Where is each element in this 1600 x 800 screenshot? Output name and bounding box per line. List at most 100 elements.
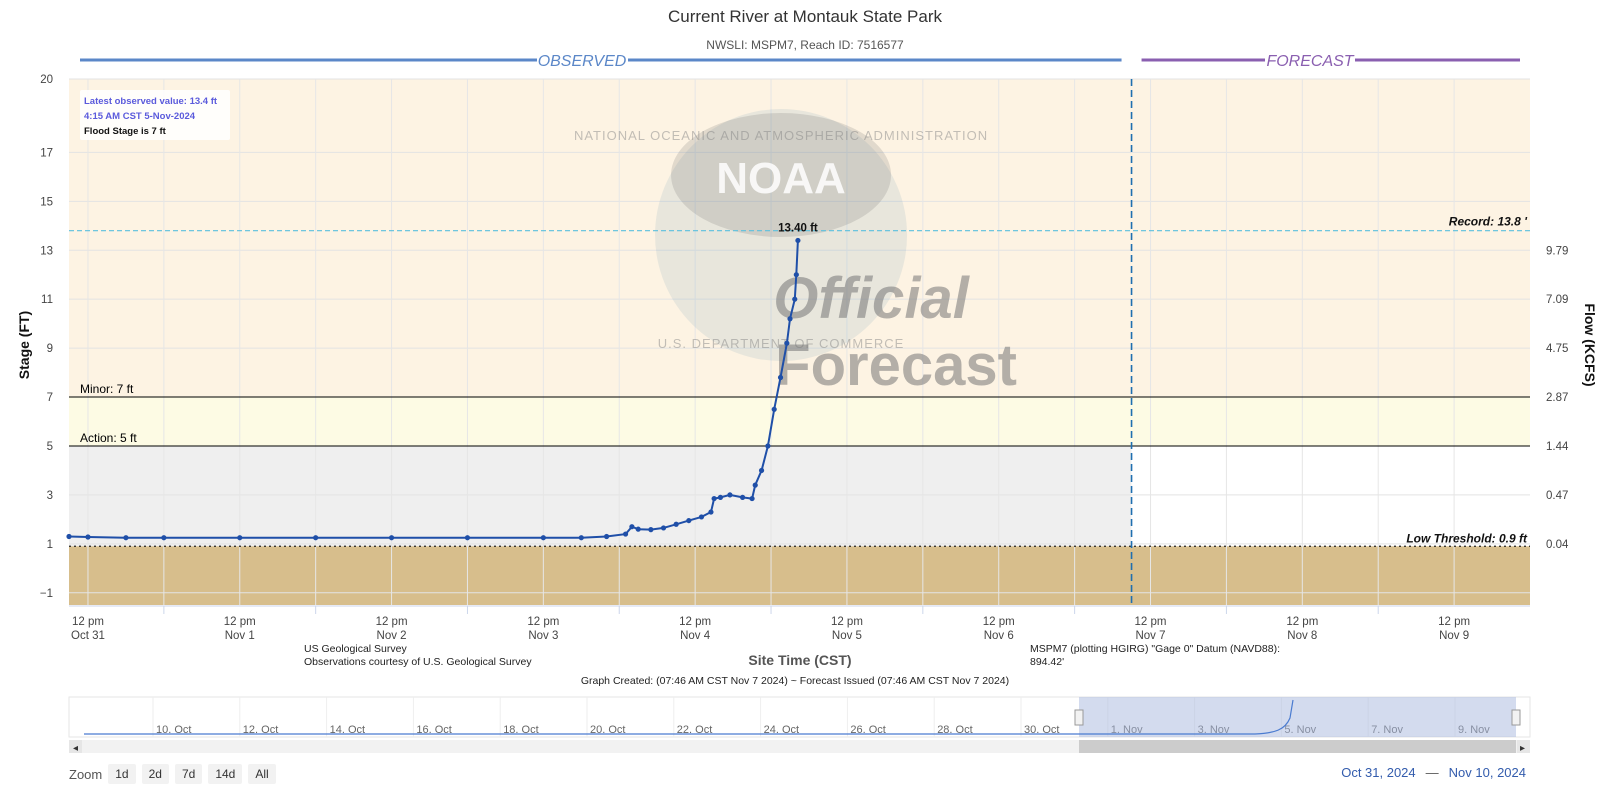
- low-band: [69, 546, 1530, 605]
- y-tick-label: 17: [40, 147, 53, 159]
- forecast-label: FORECAST: [1266, 53, 1354, 70]
- observed-label: OBSERVED: [538, 53, 627, 70]
- scrollbar-left-button[interactable]: [69, 740, 82, 753]
- y2-tick-label: 9.79: [1546, 245, 1568, 257]
- navigator-label: 16. Oct: [416, 724, 451, 736]
- x-tick-label-time: 12 pm: [983, 616, 1015, 628]
- x-tick-label-date: Nov 6: [984, 630, 1014, 642]
- observed-data-point: [765, 443, 771, 449]
- action-band: [69, 397, 1530, 446]
- x-tick-label-time: 12 pm: [1286, 616, 1318, 628]
- x-tick-label-date: Nov 8: [1287, 630, 1317, 642]
- date-range: Oct 31, 2024 — Nov 10, 2024: [1341, 765, 1526, 780]
- zoom-14d-button[interactable]: 14d: [208, 764, 243, 784]
- observed-data-point: [777, 374, 784, 381]
- x-tick-label-time: 12 pm: [72, 616, 104, 628]
- peak-data-label: 13.40 ft: [778, 222, 818, 234]
- scrollbar-right-button[interactable]: [1517, 740, 1530, 753]
- flood-category-label: Action: 5 ft: [80, 431, 137, 445]
- navigator-left-handle[interactable]: [1074, 709, 1084, 726]
- x-tick-label-time: 12 pm: [1135, 616, 1167, 628]
- y-tick-label: −1: [40, 588, 53, 600]
- range-from-input[interactable]: Oct 31, 2024: [1341, 765, 1416, 780]
- observed-data-point: [464, 535, 471, 541]
- y-axis-title: Stage (FT): [16, 311, 32, 379]
- observed-data-point: [123, 535, 129, 541]
- scroll-right-arrow-icon: ▸: [1520, 743, 1525, 754]
- observed-data-point: [752, 482, 758, 488]
- observed-data-point: [784, 340, 790, 346]
- x-tick-label-date: Nov 3: [528, 630, 558, 642]
- info-flood-stage: Flood Stage is 7 ft: [84, 126, 167, 137]
- y2-tick-label: 0.47: [1546, 490, 1568, 502]
- navigator-label: 26. Oct: [850, 724, 885, 736]
- zoom-label: Zoom: [69, 766, 103, 782]
- navigator-label: 12. Oct: [243, 724, 278, 736]
- observed-data-point: [603, 533, 610, 540]
- forecast-watermark: Forecast: [775, 333, 1017, 398]
- noaa-wordmark: NOAA: [716, 154, 846, 203]
- zoom-bar: Zoom 1d 2d 7d 14d All: [69, 764, 276, 784]
- y2-tick-label: 0.04: [1546, 539, 1569, 551]
- x-tick-label-time: 12 pm: [527, 616, 559, 628]
- navigator-label: 18. Oct: [503, 724, 538, 736]
- observed-data-point: [66, 533, 72, 540]
- navigator-label: 30. Oct: [1024, 724, 1059, 736]
- navigator-label: 14. Oct: [330, 724, 365, 736]
- y-tick-label: 13: [40, 245, 53, 257]
- observed-data-point: [793, 272, 799, 278]
- observed-data-point: [635, 526, 641, 532]
- observed-data-point: [686, 517, 692, 524]
- info-latest-value: Latest observed value: 13.4 ft: [84, 96, 218, 107]
- flood-category-label: Minor: 7 ft: [80, 382, 134, 396]
- y-tick-label: 1: [47, 539, 53, 551]
- observed-data-point: [717, 494, 724, 500]
- x-tick-label-date: Nov 5: [832, 630, 862, 642]
- x-tick-label-date: Oct 31: [71, 630, 105, 642]
- observed-data-point: [787, 316, 793, 322]
- noaa-logo-circle: [655, 109, 908, 361]
- x-tick-label-time: 12 pm: [679, 616, 711, 628]
- observed-data-point: [698, 514, 705, 520]
- x-axis-title: Site Time (CST): [748, 652, 851, 668]
- info-latest-time: 4:15 AM CST 5-Nov-2024: [84, 111, 196, 122]
- credit-right-line-1: MSPM7 (plotting HGIRG) "Gage 0" Datum (N…: [1030, 643, 1280, 655]
- observed-data-point: [85, 534, 91, 540]
- zoom-2d-button[interactable]: 2d: [141, 764, 169, 784]
- y-tick-label: 20: [40, 74, 53, 86]
- navigator-label: 24. Oct: [764, 724, 799, 736]
- observed-data-point: [161, 535, 167, 541]
- observed-data-point: [711, 495, 717, 502]
- observed-data-point: [629, 524, 635, 530]
- forecast-normal-band: [1131, 445, 1530, 547]
- zoom-all-button[interactable]: All: [248, 764, 276, 784]
- range-to-input[interactable]: Nov 10, 2024: [1448, 765, 1526, 780]
- chart-title: Current River at Montauk State Park: [668, 7, 943, 26]
- zoom-7d-button[interactable]: 7d: [174, 764, 203, 784]
- observed-data-point: [673, 521, 679, 527]
- y-tick-label: 9: [47, 343, 53, 355]
- noaa-logo-bird: [671, 113, 892, 237]
- zoom-1d-button[interactable]: 1d: [108, 764, 136, 784]
- navigator-right-handle[interactable]: [1511, 709, 1521, 726]
- navigator-label: 28. Oct: [937, 724, 972, 736]
- graph-created-note: Graph Created: (07:46 AM CST Nov 7 2024)…: [581, 675, 1009, 687]
- navigator-label: 22. Oct: [677, 724, 712, 736]
- credit-left-line-1: US Geological Survey: [304, 643, 407, 655]
- y2-tick-label: 4.75: [1546, 343, 1568, 355]
- range-separator: —: [1425, 765, 1439, 780]
- y2-tick-label: 1.44: [1546, 441, 1569, 453]
- navigator-selection: [1079, 697, 1516, 737]
- x-tick-label-date: Nov 9: [1439, 630, 1469, 642]
- y2-tick-label: 7.09: [1546, 294, 1568, 306]
- y-tick-label: 7: [47, 392, 53, 404]
- y-tick-label: 15: [40, 196, 53, 208]
- observed-data-point: [727, 492, 733, 498]
- observed-data-point: [540, 535, 546, 541]
- info-box: [80, 90, 230, 140]
- noaa-ring-text-bottom: U.S. DEPARTMENT OF COMMERCE: [658, 336, 905, 351]
- y2-tick-label: 2.87: [1546, 392, 1568, 404]
- y2-axis-title: Flow (KCFS): [1582, 303, 1598, 386]
- scrollbar-thumb[interactable]: [1079, 740, 1516, 753]
